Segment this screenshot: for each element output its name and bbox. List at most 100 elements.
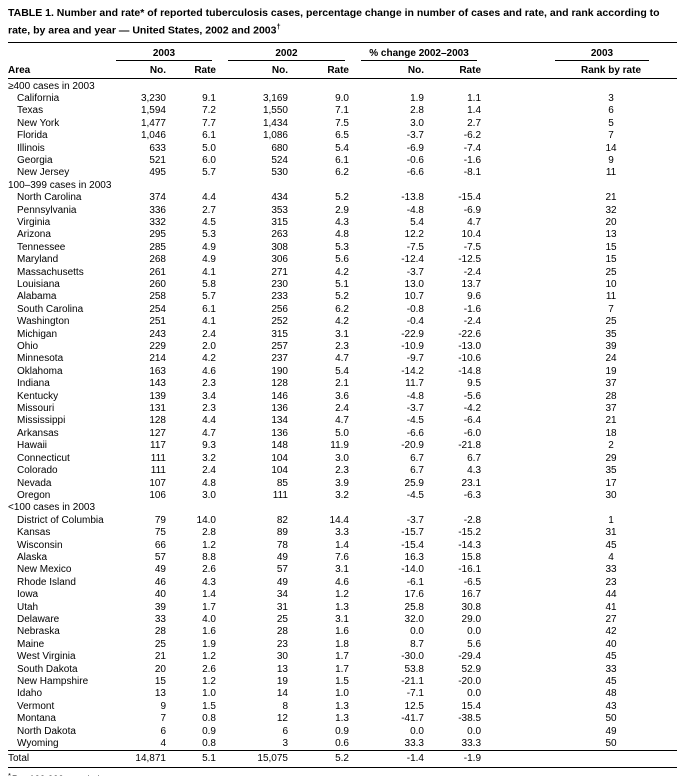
value-cell: 75 <box>154 527 166 539</box>
value-cell: -0.8 <box>406 303 424 315</box>
value-cell: 0.0 <box>467 626 482 638</box>
table-row: Nevada 107 4.8 85 3.9 25.9 23.1 17 <box>8 478 677 490</box>
table-row: District of Columbia 79 14.0 82 14.4 -3.7 -2.8… <box>8 515 677 527</box>
area-name: North Carolina <box>17 192 82 204</box>
value-cell: 4.7 <box>335 415 349 427</box>
area-name: Florida <box>17 130 48 142</box>
value-cell: -30.0 <box>401 651 424 663</box>
value-cell: 17 <box>605 477 617 489</box>
value-cell: 3.4 <box>202 390 216 402</box>
header-rate-2003: Rate <box>170 60 220 79</box>
value-cell: 33.3 <box>404 738 424 750</box>
value-cell: 1.4 <box>467 105 482 117</box>
value-cell: 3.3 <box>335 527 349 539</box>
area-name: Indiana <box>17 378 50 390</box>
value-cell: 4 <box>608 551 614 563</box>
value-cell: 7 <box>608 303 614 315</box>
value-cell: 4.2 <box>335 316 349 328</box>
value-cell: 4.8 <box>202 477 216 489</box>
area-name: Virginia <box>17 216 51 228</box>
value-cell: 13 <box>154 688 166 700</box>
value-cell: 10.4 <box>461 229 482 241</box>
value-cell: 131 <box>149 403 166 415</box>
value-cell: 3.0 <box>335 452 349 464</box>
value-cell: 89 <box>276 527 288 539</box>
value-cell: 15.8 <box>461 551 482 563</box>
footnotes: *Per 100,000 population. †Data for 2002 … <box>8 770 677 776</box>
value-cell: 315 <box>271 216 288 228</box>
value-cell: 45 <box>605 539 617 551</box>
table-row: Hawaii 117 9.3 148 11.9 -20.9 -21.8 2 <box>8 440 677 452</box>
value-cell: 2.3 <box>335 465 349 477</box>
value-cell: 25.9 <box>404 477 424 489</box>
value-cell: 4.1 <box>202 266 216 278</box>
value-cell: 148 <box>271 440 288 452</box>
value-cell: 48 <box>605 688 617 700</box>
value-cell: 9.5 <box>467 378 482 390</box>
value-cell: -2.4 <box>463 316 482 328</box>
area-name: Oregon <box>17 489 51 501</box>
table-row: Illinois 633 5.0 680 5.4 -6.9 -7.4 14 <box>8 143 677 155</box>
area-name: Oklahoma <box>17 365 63 377</box>
value-cell: -10.9 <box>401 341 424 353</box>
table-row: Minnesota 214 4.2 237 4.7 -9.7 -10.6 24 <box>8 353 677 365</box>
value-cell: 4.6 <box>335 576 349 588</box>
value-cell: 15 <box>605 241 617 253</box>
value-cell: 6 <box>282 725 288 737</box>
value-cell: -4.8 <box>406 390 424 402</box>
value-cell: 1.2 <box>202 676 216 687</box>
value-cell: -6.2 <box>463 130 482 142</box>
area-name: Maine <box>17 638 45 650</box>
value-cell: -15.4 <box>458 192 482 204</box>
table-row: Maryland 268 4.9 306 5.6 -12.4 -12.5 15 <box>8 254 677 266</box>
table-row: Alabama 258 5.7 233 5.2 10.7 9.6 11 <box>8 291 677 303</box>
table-row: Iowa 40 1.4 34 1.2 17.6 16.7 44 <box>8 589 677 601</box>
value-cell: 5.7 <box>202 291 216 303</box>
value-cell: 6 <box>160 725 166 737</box>
value-cell: 1.9 <box>202 638 216 650</box>
value-cell: 530 <box>271 167 288 179</box>
footnote-population: *Per 100,000 population. <box>8 770 677 776</box>
value-cell: 6.1 <box>202 130 216 142</box>
value-cell: -6.5 <box>463 576 482 588</box>
value-cell: 49 <box>276 576 288 588</box>
area-name: District of Columbia <box>17 514 104 526</box>
value-cell: 85 <box>276 477 288 489</box>
value-cell: 1 <box>608 514 614 526</box>
value-cell: 4 <box>160 738 166 750</box>
value-cell <box>485 750 677 769</box>
value-cell: 39 <box>605 341 617 353</box>
value-cell: 1,550 <box>262 105 288 117</box>
value-cell: 495 <box>149 167 166 179</box>
table-row: Georgia 521 6.0 524 6.1 -0.6 -1.6 9 <box>8 155 677 167</box>
value-cell: 11.7 <box>405 378 424 390</box>
area-name: Washington <box>17 316 70 328</box>
value-cell: 3.1 <box>335 564 349 576</box>
value-cell: 2.4 <box>202 465 216 477</box>
value-cell: 33 <box>605 564 617 576</box>
value-cell: 12 <box>276 713 288 725</box>
header-no-change: No. <box>353 60 428 79</box>
value-cell: 19 <box>276 676 288 687</box>
value-cell: 0.0 <box>410 725 424 737</box>
table-body: ≥400 cases in 2003 California 3,230 9.1 3,16… <box>8 78 677 769</box>
value-cell: 268 <box>149 254 166 266</box>
value-cell: 19 <box>605 365 617 377</box>
value-cell: 15.4 <box>461 700 482 712</box>
value-cell: 7.2 <box>202 105 216 117</box>
value-cell: 1.3 <box>335 700 349 712</box>
header-group-change-label: % change 2002–2003 <box>361 48 478 61</box>
value-cell: 5.4 <box>335 142 349 154</box>
value-cell: 23.1 <box>461 477 482 489</box>
value-cell: 30 <box>276 651 288 663</box>
value-cell: 2.0 <box>202 341 216 353</box>
value-cell: 12.2 <box>404 229 424 241</box>
value-cell: 0.9 <box>335 725 349 737</box>
area-name: Minnesota <box>17 353 64 365</box>
value-cell: 254 <box>149 303 166 315</box>
value-cell: 5.2 <box>335 192 349 204</box>
value-cell: 16.7 <box>461 589 482 601</box>
value-cell: 1.3 <box>335 601 349 613</box>
value-cell: 23 <box>276 638 288 650</box>
value-cell: 21 <box>605 192 617 204</box>
